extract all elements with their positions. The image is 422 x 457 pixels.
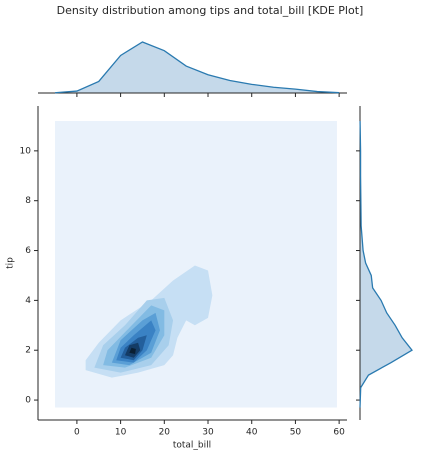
- x-tick-label: 40: [246, 428, 258, 438]
- y-tick-label: 10: [20, 146, 32, 156]
- y-axis-label: tip: [6, 257, 16, 269]
- x-density-area: [55, 42, 340, 93]
- x-tick-label: 50: [290, 428, 302, 438]
- y-tick-label: 6: [25, 246, 31, 256]
- x-tick-label: 60: [333, 428, 345, 438]
- y-tick-label: 2: [25, 346, 31, 356]
- kde-contour: [129, 347, 136, 354]
- y-tick-label: 4: [25, 296, 31, 306]
- chart-title: Density distribution among tips and tota…: [57, 4, 364, 17]
- y-tick-label: 8: [25, 196, 31, 206]
- x-density-line: [54, 41, 340, 94]
- y-density-area: [360, 120, 412, 408]
- x-tick-label: 30: [202, 428, 214, 438]
- x-tick-label: 0: [74, 428, 80, 438]
- x-tick-label: 10: [115, 428, 127, 438]
- y-density-line: [359, 120, 413, 408]
- y-tick-label: 0: [25, 396, 31, 406]
- x-axis-label: total_bill: [173, 441, 211, 451]
- x-tick-label: 20: [159, 428, 171, 438]
